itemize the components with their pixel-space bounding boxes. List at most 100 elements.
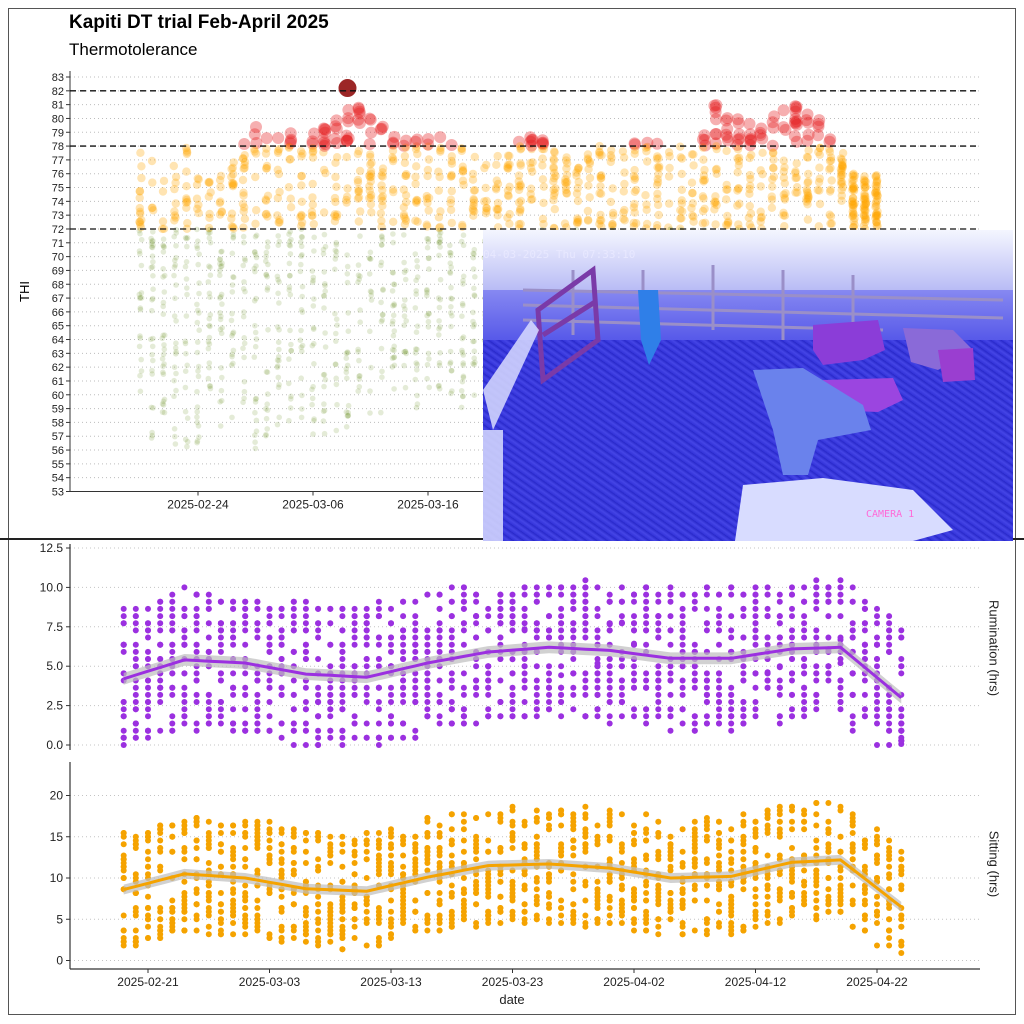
thi-point-low	[229, 333, 235, 339]
thi-point-moderate	[400, 220, 410, 229]
rumination-point	[582, 684, 589, 691]
thi-point-low	[449, 296, 455, 302]
rumination-point	[716, 613, 722, 620]
sitting-point	[120, 841, 127, 848]
rumination-point	[315, 605, 322, 612]
rumination-point	[813, 584, 820, 591]
thi-point-moderate	[423, 142, 433, 151]
sitting-point	[521, 908, 528, 915]
thi-point-low	[230, 231, 237, 237]
thi-point-low	[343, 366, 350, 372]
rumination-point	[169, 648, 176, 655]
thi-point-low	[150, 357, 156, 364]
thi-point-low	[217, 261, 223, 267]
thi-point-low	[252, 439, 258, 446]
sitting-point	[509, 878, 516, 885]
rumination-point	[205, 620, 212, 627]
rumination-point	[570, 656, 577, 662]
thi-point-high	[328, 132, 341, 145]
thi-point-moderate	[366, 177, 375, 186]
rumination-point	[521, 670, 528, 677]
rumination-point	[193, 605, 200, 612]
thi-point-moderate	[388, 153, 397, 162]
thi-point-low	[252, 249, 258, 255]
sitting-point	[606, 837, 613, 844]
rumination-point	[217, 713, 224, 720]
thi-point-moderate	[170, 216, 179, 225]
chart-title: Kapiti DT trial Feb-April 2025	[69, 12, 329, 33]
sitting-point	[230, 931, 237, 938]
thi-point-low	[332, 247, 339, 254]
thi-point-low	[298, 375, 305, 382]
thi-point-low	[253, 295, 259, 302]
thi-point-moderate	[171, 172, 181, 182]
thi-point-low	[286, 231, 292, 237]
thi-point-low	[173, 387, 179, 394]
rumination-point	[874, 742, 880, 748]
sitting-point	[667, 833, 674, 840]
rumination-point	[120, 641, 127, 648]
sitting-point	[752, 830, 759, 836]
rumination-point	[132, 613, 139, 620]
thi-point-low	[160, 242, 166, 249]
thi-point-high	[363, 138, 376, 151]
rumination-point	[801, 620, 808, 627]
sitting-y-tick-label: 15	[50, 830, 64, 844]
thi-point-low	[172, 441, 179, 447]
thi-point-low	[414, 401, 421, 407]
rumination-point	[643, 670, 650, 677]
thi-point-moderate	[424, 206, 433, 215]
sitting-point	[643, 920, 650, 926]
sitting-point	[533, 848, 540, 855]
rumination-point	[861, 641, 868, 648]
rumination-point	[533, 598, 540, 605]
thi-point-low	[252, 432, 258, 439]
rumination-point	[886, 713, 893, 720]
sitting-point	[205, 923, 212, 930]
thi-point-moderate	[353, 194, 363, 203]
thi-point-moderate	[411, 216, 420, 225]
sitting-point	[157, 822, 164, 829]
sitting-point	[582, 848, 589, 855]
rumination-point	[837, 613, 844, 620]
rumination-point	[752, 627, 759, 634]
sitting-point	[558, 807, 565, 814]
thi-point-low	[207, 383, 214, 389]
rumination-point	[728, 720, 735, 727]
thi-point-low	[436, 318, 442, 324]
sitting-point	[278, 893, 285, 900]
thi-point-low	[150, 273, 156, 279]
thi-point-low	[276, 381, 282, 388]
thi-point-low	[263, 253, 269, 260]
sitting-point	[485, 871, 492, 878]
sitting-point	[570, 878, 577, 885]
thi-point-moderate	[182, 195, 191, 205]
thi-point-moderate	[239, 223, 248, 232]
rumination-point	[898, 720, 905, 727]
thi-point-high	[319, 123, 332, 136]
thi-point-moderate	[332, 212, 341, 222]
rumination-point	[363, 734, 370, 741]
sitting-point	[752, 908, 759, 915]
thi-point-moderate	[436, 207, 445, 216]
sitting-point	[679, 826, 686, 833]
rumination-point	[412, 684, 419, 691]
rumination-point	[655, 713, 662, 720]
rumination-point	[886, 742, 893, 748]
thi-point-moderate	[399, 212, 409, 221]
sitting-point	[302, 912, 309, 919]
rumination-point	[266, 713, 273, 720]
thi-point-low	[182, 263, 189, 270]
thi-point-low	[194, 414, 200, 420]
thi-point-low	[263, 432, 269, 439]
thi-point-low	[138, 290, 145, 296]
thi-point-low	[240, 399, 246, 406]
thi-point-moderate	[493, 211, 502, 220]
rumination-point	[145, 734, 151, 741]
rumination-point	[582, 713, 589, 720]
rumination-point	[861, 648, 868, 655]
rumination-point	[533, 634, 540, 641]
sitting-point	[667, 916, 674, 923]
rumination-point	[473, 634, 480, 641]
thi-point-moderate	[447, 159, 457, 168]
